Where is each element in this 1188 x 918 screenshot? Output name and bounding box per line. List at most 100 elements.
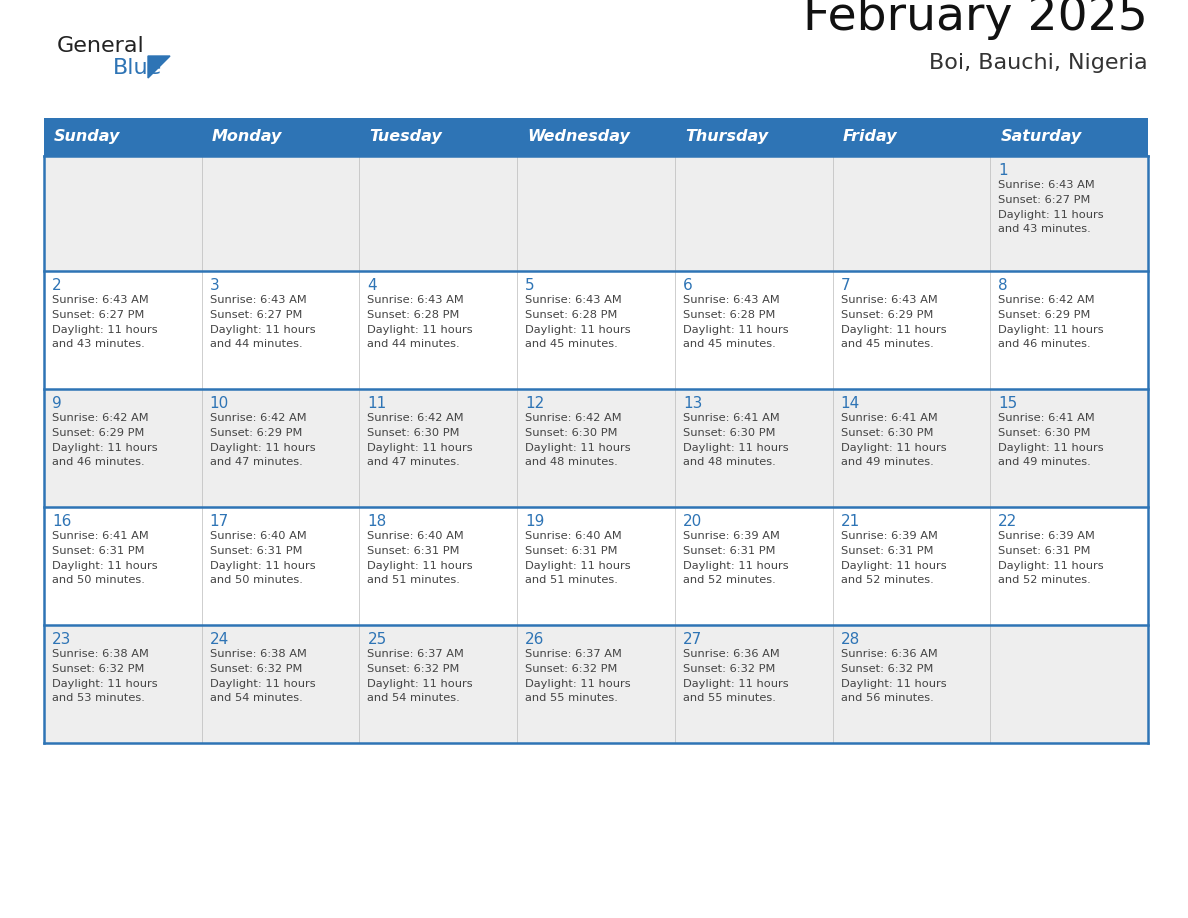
Text: Daylight: 11 hours: Daylight: 11 hours [525, 561, 631, 571]
Text: 4: 4 [367, 278, 377, 293]
Bar [833, 271, 991, 389]
Text: 28: 28 [841, 632, 860, 647]
Text: Sunset: 6:28 PM: Sunset: 6:28 PM [683, 310, 776, 320]
Text: 9: 9 [52, 396, 62, 411]
Text: and 49 minutes.: and 49 minutes. [841, 457, 934, 467]
Text: Daylight: 11 hours: Daylight: 11 hours [367, 325, 473, 335]
Bar [202, 271, 360, 389]
Text: and 52 minutes.: and 52 minutes. [683, 575, 776, 585]
Text: and 52 minutes.: and 52 minutes. [841, 575, 934, 585]
Text: Sunrise: 6:42 AM: Sunrise: 6:42 AM [367, 413, 465, 423]
Bar [833, 389, 991, 507]
Text: Daylight: 11 hours: Daylight: 11 hours [683, 443, 789, 453]
Text: Sunset: 6:31 PM: Sunset: 6:31 PM [998, 546, 1091, 556]
Text: and 45 minutes.: and 45 minutes. [525, 339, 618, 349]
Text: Daylight: 11 hours: Daylight: 11 hours [841, 325, 946, 335]
Text: Sunrise: 6:37 AM: Sunrise: 6:37 AM [367, 649, 465, 659]
Bar [517, 507, 675, 625]
Text: and 47 minutes.: and 47 minutes. [210, 457, 303, 467]
Bar [991, 271, 1148, 389]
Text: Sunrise: 6:42 AM: Sunrise: 6:42 AM [52, 413, 148, 423]
Bar [360, 625, 517, 743]
Text: 14: 14 [841, 396, 860, 411]
Text: 21: 21 [841, 514, 860, 529]
Text: Daylight: 11 hours: Daylight: 11 hours [52, 443, 158, 453]
Bar [517, 271, 675, 389]
Text: Sunrise: 6:40 AM: Sunrise: 6:40 AM [210, 531, 307, 541]
Text: Daylight: 11 hours: Daylight: 11 hours [52, 561, 158, 571]
Text: Daylight: 11 hours: Daylight: 11 hours [210, 561, 315, 571]
Text: 19: 19 [525, 514, 544, 529]
Text: and 52 minutes.: and 52 minutes. [998, 575, 1091, 585]
Bar [44, 389, 202, 507]
Text: Sunset: 6:30 PM: Sunset: 6:30 PM [367, 428, 460, 438]
Text: Sunset: 6:32 PM: Sunset: 6:32 PM [683, 664, 776, 674]
Bar [991, 625, 1148, 743]
Text: 7: 7 [841, 278, 851, 293]
Text: and 54 minutes.: and 54 minutes. [210, 693, 303, 703]
Text: Daylight: 11 hours: Daylight: 11 hours [210, 325, 315, 335]
Text: 8: 8 [998, 278, 1007, 293]
Text: Sunset: 6:27 PM: Sunset: 6:27 PM [998, 195, 1091, 205]
Text: Daylight: 11 hours: Daylight: 11 hours [683, 325, 789, 335]
Bar [360, 389, 517, 507]
Bar [44, 156, 202, 271]
Bar [675, 389, 833, 507]
Text: and 56 minutes.: and 56 minutes. [841, 693, 934, 703]
Text: and 44 minutes.: and 44 minutes. [210, 339, 302, 349]
Text: Boi, Bauchi, Nigeria: Boi, Bauchi, Nigeria [929, 53, 1148, 73]
Text: and 50 minutes.: and 50 minutes. [210, 575, 303, 585]
Bar [991, 507, 1148, 625]
Text: Sunset: 6:32 PM: Sunset: 6:32 PM [841, 664, 933, 674]
Text: 27: 27 [683, 632, 702, 647]
Bar [675, 271, 833, 389]
Text: 13: 13 [683, 396, 702, 411]
Text: Sunrise: 6:43 AM: Sunrise: 6:43 AM [367, 295, 465, 305]
Bar [991, 389, 1148, 507]
Text: 2: 2 [52, 278, 62, 293]
Bar [675, 156, 833, 271]
Text: Sunset: 6:32 PM: Sunset: 6:32 PM [52, 664, 145, 674]
Text: Daylight: 11 hours: Daylight: 11 hours [52, 325, 158, 335]
Text: Sunset: 6:29 PM: Sunset: 6:29 PM [52, 428, 145, 438]
Text: 3: 3 [210, 278, 220, 293]
Text: Daylight: 11 hours: Daylight: 11 hours [998, 561, 1104, 571]
Text: and 51 minutes.: and 51 minutes. [525, 575, 618, 585]
Text: Sunset: 6:31 PM: Sunset: 6:31 PM [525, 546, 618, 556]
Text: Sunrise: 6:36 AM: Sunrise: 6:36 AM [841, 649, 937, 659]
Text: 1: 1 [998, 163, 1007, 178]
Text: 11: 11 [367, 396, 386, 411]
Text: Sunrise: 6:43 AM: Sunrise: 6:43 AM [52, 295, 148, 305]
Text: and 51 minutes.: and 51 minutes. [367, 575, 460, 585]
Text: Sunrise: 6:42 AM: Sunrise: 6:42 AM [525, 413, 621, 423]
Text: and 47 minutes.: and 47 minutes. [367, 457, 460, 467]
Text: Sunset: 6:27 PM: Sunset: 6:27 PM [52, 310, 145, 320]
Bar [360, 156, 517, 271]
Text: Sunrise: 6:39 AM: Sunrise: 6:39 AM [998, 531, 1095, 541]
Text: Sunrise: 6:41 AM: Sunrise: 6:41 AM [998, 413, 1095, 423]
Text: Sunset: 6:32 PM: Sunset: 6:32 PM [210, 664, 302, 674]
Text: Sunrise: 6:43 AM: Sunrise: 6:43 AM [210, 295, 307, 305]
Text: and 49 minutes.: and 49 minutes. [998, 457, 1091, 467]
Text: 18: 18 [367, 514, 386, 529]
Bar [202, 507, 360, 625]
Text: 17: 17 [210, 514, 229, 529]
Bar [833, 625, 991, 743]
Text: Friday: Friday [842, 129, 897, 144]
Text: Sunrise: 6:43 AM: Sunrise: 6:43 AM [683, 295, 779, 305]
Text: Sunset: 6:29 PM: Sunset: 6:29 PM [998, 310, 1091, 320]
Bar [675, 507, 833, 625]
Text: Sunrise: 6:41 AM: Sunrise: 6:41 AM [52, 531, 148, 541]
Text: Sunrise: 6:39 AM: Sunrise: 6:39 AM [683, 531, 779, 541]
Bar [202, 625, 360, 743]
Text: 20: 20 [683, 514, 702, 529]
Text: Daylight: 11 hours: Daylight: 11 hours [525, 679, 631, 689]
Bar [517, 625, 675, 743]
Text: Daylight: 11 hours: Daylight: 11 hours [52, 679, 158, 689]
Bar [44, 271, 202, 389]
Text: Blue: Blue [113, 58, 163, 78]
Text: Sunday: Sunday [53, 129, 120, 144]
Bar [517, 389, 675, 507]
Text: and 45 minutes.: and 45 minutes. [841, 339, 934, 349]
Text: Sunset: 6:29 PM: Sunset: 6:29 PM [210, 428, 302, 438]
